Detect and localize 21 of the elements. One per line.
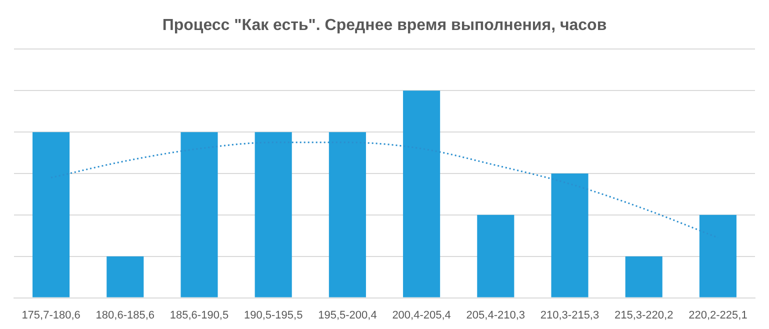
x-tick-label: 190,5-195,5 bbox=[244, 309, 303, 322]
x-tick-label: 215,3-220,2 bbox=[614, 309, 674, 322]
bar bbox=[328, 132, 366, 298]
x-tick-label: 205,4-210,3 bbox=[466, 309, 526, 322]
x-tick-label: 185,6-190,5 bbox=[170, 309, 229, 322]
x-tick-label: 195,5-200,4 bbox=[318, 309, 377, 322]
bar bbox=[32, 132, 70, 298]
bar bbox=[180, 132, 218, 298]
x-tick-label: 200,4-205,4 bbox=[392, 309, 451, 322]
bar bbox=[551, 174, 588, 298]
bar bbox=[254, 132, 292, 298]
bar bbox=[477, 214, 514, 298]
bar bbox=[106, 256, 144, 298]
bar bbox=[625, 256, 662, 298]
x-tick-label: 220,2-225,1 bbox=[688, 309, 748, 322]
x-tick-label: 180,6-185,6 bbox=[96, 309, 155, 322]
x-tick-label: 175,7-180,6 bbox=[22, 309, 80, 322]
bar bbox=[699, 214, 736, 298]
x-tick-label: 210,3-215,3 bbox=[540, 309, 600, 322]
chart-title: Процесс "Как есть". Среднее время выполнения, часов bbox=[162, 17, 607, 34]
bar bbox=[403, 90, 440, 298]
